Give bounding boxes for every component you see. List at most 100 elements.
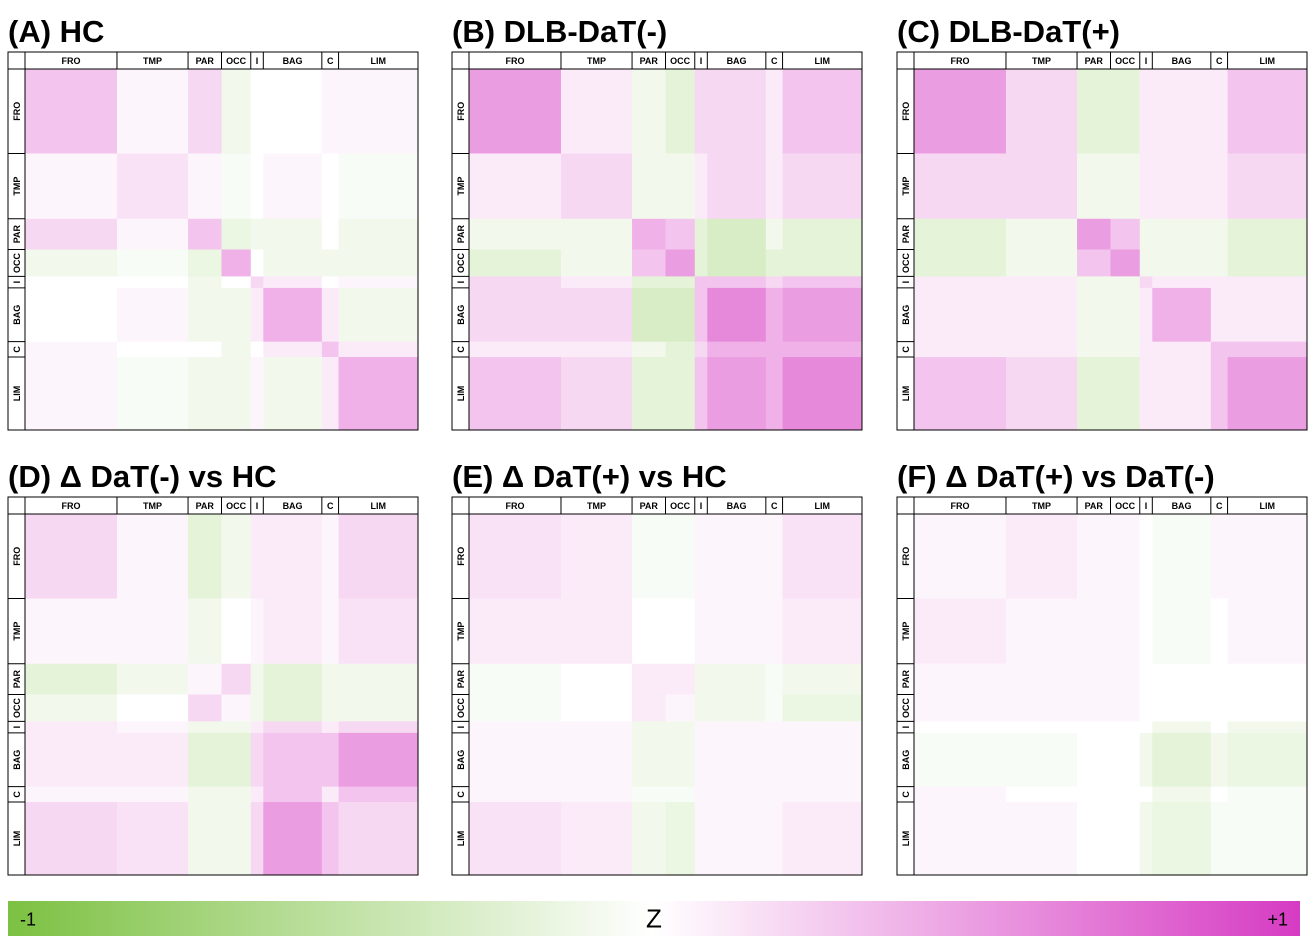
heatmap-cell — [338, 357, 419, 431]
heatmap-cell — [665, 218, 696, 250]
region-label: FRO — [12, 547, 22, 566]
heatmap-cell — [321, 694, 339, 722]
heatmap-cell — [1110, 732, 1141, 787]
heatmap-cell — [250, 732, 264, 787]
heatmap-cell — [560, 218, 633, 250]
heatmap-cell — [25, 276, 118, 289]
heatmap-cell — [188, 786, 222, 803]
region-label: OCC — [456, 697, 466, 718]
heatmap-cell — [1210, 153, 1228, 220]
heatmap-cell — [694, 341, 708, 358]
heatmap-cell — [116, 514, 189, 599]
region-label: TMP — [587, 501, 606, 511]
heatmap-cell — [665, 153, 696, 220]
heatmap-cell — [560, 694, 633, 722]
heatmap-cell — [25, 69, 118, 154]
heatmap-cell — [1005, 786, 1078, 803]
heatmap-cell — [1005, 357, 1078, 431]
heatmap-cell — [263, 514, 323, 599]
heatmap-cell — [765, 598, 783, 665]
heatmap-cell — [469, 69, 562, 154]
region-label: LIM — [371, 56, 387, 66]
heatmap-cell — [25, 514, 118, 599]
heatmap-cell — [632, 598, 666, 665]
region-label: I — [456, 726, 466, 729]
heatmap-cell — [116, 218, 189, 250]
colorbar-label: Z — [646, 903, 662, 933]
heatmap-cell — [765, 732, 783, 787]
heatmap-cell — [632, 153, 666, 220]
heatmap-cell — [250, 694, 264, 722]
region-label: OCC — [12, 252, 22, 273]
heatmap-cell — [263, 218, 323, 250]
heatmap-cell — [25, 802, 118, 876]
heatmap-cell — [1139, 514, 1153, 599]
heatmap-cell — [694, 802, 708, 876]
colorbar — [8, 901, 1300, 936]
heatmap-cell — [1227, 732, 1308, 787]
region-label: I — [901, 726, 911, 729]
region-label: OCC — [901, 252, 911, 273]
heatmap-cell — [1210, 663, 1228, 695]
panel: (D) Δ DaT(-) vs HC FRO FRO TMP TMP PAR PAR OCC O… — [7, 459, 419, 876]
region-label: LIM — [901, 831, 911, 847]
heatmap-cell — [250, 721, 264, 734]
panel-title: (B) DLB-DaT(-) — [452, 14, 667, 49]
heatmap-cell — [914, 598, 1007, 665]
heatmap-cell — [665, 732, 696, 787]
heatmap-cell — [250, 514, 264, 599]
heatmap-cell — [1152, 69, 1212, 154]
heatmap-cell — [188, 249, 222, 277]
heatmap-cell — [1077, 153, 1111, 220]
heatmap-cell — [321, 69, 339, 154]
heatmap-cell — [469, 786, 562, 803]
heatmap-cell — [263, 153, 323, 220]
heatmap-cell — [782, 721, 863, 734]
heatmap-cell — [1152, 276, 1212, 289]
region-label: OCC — [670, 501, 691, 511]
heatmap-cell — [632, 218, 666, 250]
heatmap-cell — [665, 721, 696, 734]
heatmap-cell — [1005, 663, 1078, 695]
heatmap-cell — [469, 357, 562, 431]
region-label: FRO — [61, 56, 80, 66]
heatmap-cell — [338, 694, 419, 722]
heatmap-cell — [1005, 249, 1078, 277]
heatmap-cell — [338, 663, 419, 695]
region-label: TMP — [143, 501, 162, 511]
region-label: I — [901, 281, 911, 284]
heatmap-cell — [321, 514, 339, 599]
region-label: LIM — [456, 386, 466, 402]
heatmap-cell — [25, 153, 118, 220]
heatmap-cell — [1227, 694, 1308, 722]
region-label: OCC — [456, 252, 466, 273]
heatmap-cell — [1152, 786, 1212, 803]
heatmap-cell — [321, 721, 339, 734]
heatmap-cell — [694, 357, 708, 431]
region-label: TMP — [901, 177, 911, 196]
heatmap-cell — [1139, 357, 1153, 431]
heatmap-cell — [765, 786, 783, 803]
heatmap-cell — [1210, 287, 1228, 342]
region-label: PAR — [1085, 501, 1104, 511]
region-label: C — [12, 346, 22, 353]
colorbar-tick-label: +1 — [1267, 909, 1288, 929]
heatmap-cell — [250, 287, 264, 342]
region-label: PAR — [196, 56, 215, 66]
heatmap-cell — [469, 721, 562, 734]
heatmap-cell — [765, 276, 783, 289]
heatmap-cell — [1110, 786, 1141, 803]
heatmap-cell — [116, 663, 189, 695]
heatmap-cell — [116, 287, 189, 342]
heatmap-cell — [116, 276, 189, 289]
heatmap-cell — [221, 694, 252, 722]
heatmap-cell — [469, 663, 562, 695]
heatmap-cell — [665, 786, 696, 803]
heatmap-cell — [338, 69, 419, 154]
heatmap-cell — [116, 357, 189, 431]
heatmap-cell — [116, 598, 189, 665]
heatmap-cell — [1210, 694, 1228, 722]
heatmap-cell — [1139, 732, 1153, 787]
heatmap-cell — [1110, 514, 1141, 599]
panel-frame — [451, 51, 863, 431]
